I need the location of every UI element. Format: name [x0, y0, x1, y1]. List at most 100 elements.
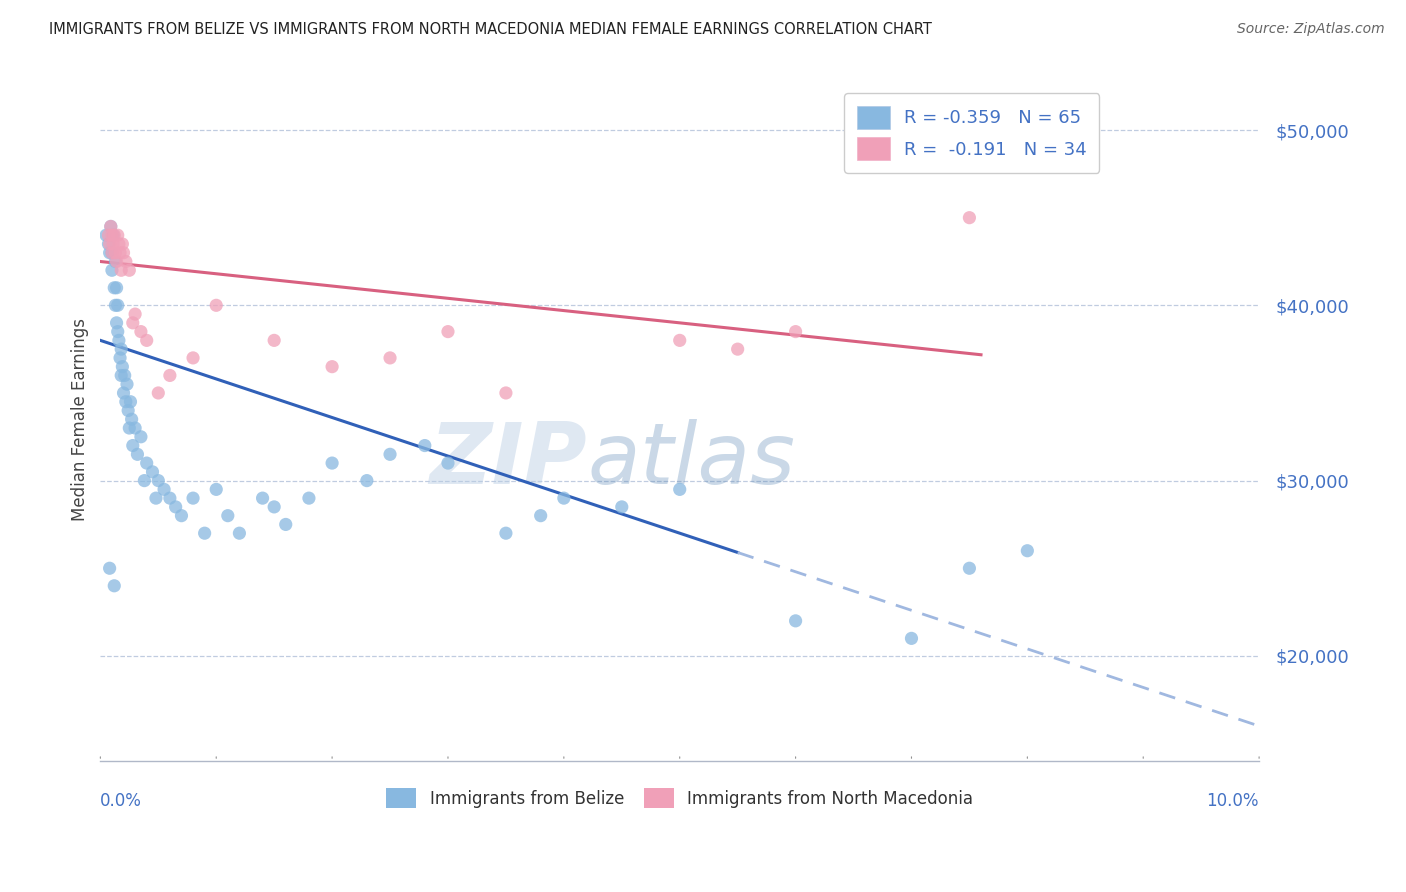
Point: [110, 342, 132, 356]
Point: [107, 298, 129, 312]
Point: [263, 500, 285, 514]
Point: [228, 526, 250, 541]
Point: [115, 254, 138, 268]
Point: [148, 474, 170, 488]
Text: IMMIGRANTS FROM BELIZE VS IMMIGRANTS FROM NORTH MACEDONIA MEDIAN FEMALE EARNINGS: IMMIGRANTS FROM BELIZE VS IMMIGRANTS FRO…: [49, 22, 932, 37]
Point: [134, 474, 156, 488]
Point: [101, 228, 124, 243]
Point: [145, 491, 167, 505]
Text: atlas: atlas: [588, 418, 794, 502]
Point: [105, 254, 128, 268]
Point: [437, 456, 460, 470]
Point: [112, 245, 135, 260]
Point: [100, 219, 122, 234]
Point: [107, 325, 129, 339]
Point: [115, 394, 138, 409]
Point: [101, 237, 124, 252]
Point: [114, 368, 136, 383]
Point: [263, 334, 285, 348]
Y-axis label: Median Female Earnings: Median Female Earnings: [72, 318, 89, 521]
Point: [170, 508, 193, 523]
Point: [101, 245, 124, 260]
Point: [111, 359, 134, 374]
Point: [115, 377, 138, 392]
Point: [127, 447, 149, 461]
Point: [181, 491, 204, 505]
Point: [129, 325, 152, 339]
Point: [103, 228, 125, 243]
Point: [100, 219, 122, 234]
Point: [108, 334, 131, 348]
Point: [107, 228, 129, 243]
Point: [148, 386, 170, 401]
Point: [668, 334, 690, 348]
Point: [124, 421, 146, 435]
Point: [274, 517, 297, 532]
Point: [110, 263, 132, 277]
Point: [97, 237, 120, 252]
Point: [105, 316, 128, 330]
Point: [105, 281, 128, 295]
Point: [194, 526, 217, 541]
Point: [120, 394, 142, 409]
Text: Source: ZipAtlas.com: Source: ZipAtlas.com: [1237, 22, 1385, 37]
Point: [356, 474, 378, 488]
Point: [141, 465, 163, 479]
Point: [553, 491, 575, 505]
Point: [495, 386, 517, 401]
Point: [530, 508, 553, 523]
Point: [104, 298, 127, 312]
Point: [104, 245, 127, 260]
Legend: Immigrants from Belize, Immigrants from North Macedonia: Immigrants from Belize, Immigrants from …: [380, 781, 980, 814]
Point: [98, 561, 121, 575]
Point: [957, 561, 980, 575]
Point: [159, 368, 181, 383]
Point: [252, 491, 274, 505]
Point: [413, 438, 436, 452]
Point: [108, 237, 131, 252]
Point: [727, 342, 749, 356]
Point: [108, 351, 131, 365]
Point: [104, 254, 127, 268]
Point: [121, 316, 143, 330]
Point: [112, 386, 135, 401]
Point: [118, 263, 141, 277]
Text: 10.0%: 10.0%: [1206, 792, 1260, 810]
Point: [205, 483, 228, 497]
Point: [103, 281, 125, 295]
Point: [108, 245, 131, 260]
Point: [153, 483, 176, 497]
Point: [378, 447, 401, 461]
Point: [217, 508, 239, 523]
Point: [1017, 543, 1039, 558]
Point: [121, 412, 143, 426]
Point: [118, 421, 141, 435]
Point: [181, 351, 204, 365]
Point: [785, 325, 807, 339]
Point: [495, 526, 517, 541]
Point: [124, 307, 146, 321]
Point: [111, 237, 134, 252]
Point: [900, 632, 922, 646]
Point: [129, 430, 152, 444]
Point: [785, 614, 807, 628]
Text: ZIP: ZIP: [429, 418, 588, 502]
Point: [110, 368, 132, 383]
Point: [957, 211, 980, 225]
Point: [94, 228, 117, 243]
Point: [437, 325, 460, 339]
Point: [97, 228, 120, 243]
Point: [101, 228, 124, 243]
Point: [117, 403, 139, 417]
Point: [298, 491, 321, 505]
Point: [165, 500, 187, 514]
Point: [135, 456, 157, 470]
Point: [378, 351, 401, 365]
Point: [101, 263, 124, 277]
Point: [98, 245, 121, 260]
Point: [103, 579, 125, 593]
Point: [121, 438, 143, 452]
Point: [135, 334, 157, 348]
Point: [321, 359, 343, 374]
Point: [668, 483, 690, 497]
